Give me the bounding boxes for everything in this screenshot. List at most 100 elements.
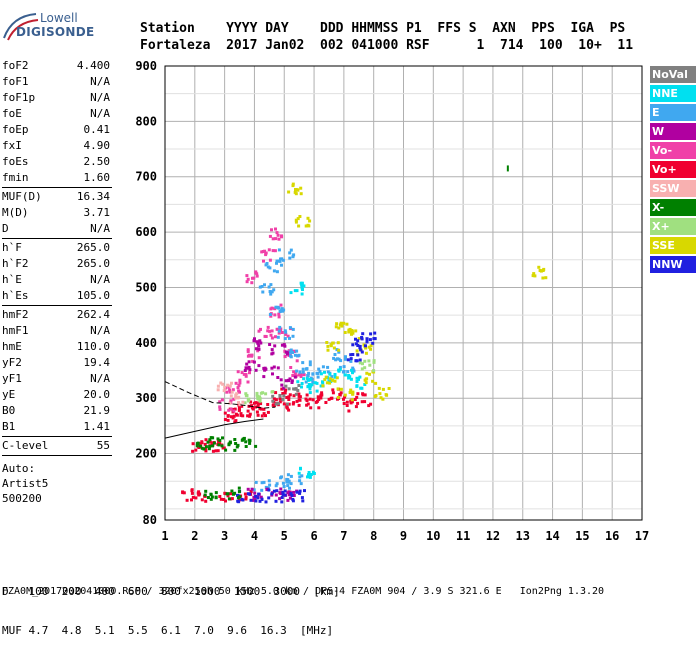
data-point-x- (225, 486, 242, 501)
x-tick-label: 16 (605, 529, 619, 543)
digisonde-logo: Lowell DIGISONDE (2, 8, 94, 42)
param-row-height: h`F2 265.0 (2, 256, 110, 272)
x-tick-label: 7 (340, 529, 347, 543)
muf-row: MUF 4.7 4.8 5.1 5.5 6.1 7.0 9.6 16.3 [MH… (2, 624, 334, 637)
param-group-profile: hmF2 262.4 hmF1 N/A hmE 110.0 yF2 19.4 yF1 N/A yE 2… (2, 307, 110, 435)
legend-item-nnw: NNW (650, 256, 696, 273)
param-label: fxI (2, 139, 22, 152)
data-point-w (279, 375, 297, 390)
chart-grid (164, 65, 643, 521)
outlier-point (506, 165, 509, 172)
data-point-nnw (289, 489, 306, 503)
param-row-profile: B0 21.9 (2, 403, 110, 419)
param-value: 20.0 (83, 388, 111, 401)
param-row-profile: hmF1 N/A (2, 323, 110, 339)
data-point-sse (373, 386, 391, 401)
param-row-height: h`F 265.0 (2, 240, 110, 256)
legend-item-x-: X+ (650, 218, 696, 235)
y-tick-label: 200 (135, 447, 157, 461)
param-label: h`F2 (2, 257, 29, 270)
param-value: 4.90 (83, 139, 111, 152)
param-value: 16.34 (76, 190, 110, 203)
param-group-muf: MUF(D) 16.34 M(D) 3.71 D N/A (2, 189, 110, 237)
param-row-muf: D N/A (2, 221, 110, 237)
legend-item-ssw: SSW (650, 180, 696, 197)
data-point-e (276, 248, 296, 263)
param-label: hmF1 (2, 324, 29, 337)
header-columns: Station YYYY DAY DDD HHMMSS P1 FFS S AXN… (140, 21, 626, 36)
y-tick-label: 600 (135, 225, 157, 239)
data-point-vo- (274, 387, 292, 402)
autoscaler-name: Artist5 (2, 477, 49, 490)
legend-item-w: W (650, 123, 696, 140)
header-values: Fortaleza 2017 Jan02 002 041000 RSF 1 71… (140, 38, 634, 53)
y-tick-label: 900 (135, 59, 157, 73)
logo-brand: Lowell (40, 11, 78, 25)
param-label: foEs (2, 155, 29, 168)
param-label: foE (2, 107, 22, 120)
param-value: 265.0 (76, 257, 110, 270)
data-point-sse (287, 182, 303, 196)
param-value: N/A (90, 273, 110, 286)
data-point-nnw (270, 489, 287, 504)
data-point-vo- (234, 370, 251, 385)
x-tick-label: 11 (456, 529, 470, 543)
param-label: B0 (2, 404, 16, 417)
y-tick-label: 300 (135, 391, 157, 405)
autoscaler-version: 500200 (2, 492, 42, 505)
y-tick-label: 400 (135, 336, 157, 350)
data-point-x- (224, 438, 240, 452)
param-value: 55 (96, 439, 110, 452)
autoscaler-label: Auto: (2, 462, 36, 475)
param-row-profile: hmF2 262.4 (2, 307, 110, 323)
param-row-critical: foEp 0.41 (2, 122, 110, 138)
param-label: yE (2, 388, 16, 401)
data-point-x- (255, 390, 275, 401)
data-point-e (285, 473, 304, 486)
divider (2, 305, 112, 306)
distance-row: D 100 200 400 600 800 1000 1500 3000 [km… (2, 585, 340, 598)
data-point-x- (358, 359, 376, 373)
ionogram-chart: 1 2 3 4 5 6 7 8 9 10 11 12 13 14 15 16 17 80200300400500… (135, 59, 649, 543)
param-row-profile: yF2 19.4 (2, 355, 110, 371)
param-value: 4.400 (76, 59, 110, 72)
data-point-sse (336, 387, 355, 402)
x-tick-label: 5 (281, 529, 288, 543)
param-label: foF1p (2, 91, 36, 104)
param-label: hmE (2, 340, 22, 353)
param-label: h`E (2, 273, 22, 286)
param-value: 0.41 (83, 123, 111, 136)
x-tick-label: 4 (251, 529, 258, 543)
data-point-nne (297, 466, 316, 479)
data-point-noval (271, 394, 289, 406)
param-label: foF1 (2, 75, 29, 88)
param-value: N/A (90, 324, 110, 337)
x-tick-label: 14 (545, 529, 559, 543)
legend-item-sse: SSE (650, 237, 696, 254)
param-value: 19.4 (83, 356, 111, 369)
data-point-e (258, 283, 276, 296)
y-tick-label: 500 (135, 280, 157, 294)
data-point-x- (208, 436, 224, 448)
data-point-w (270, 343, 290, 356)
param-row-profile: yF1 N/A (2, 371, 110, 387)
y-tick-label: 800 (135, 114, 157, 128)
logo-name: DIGISONDE (16, 25, 95, 39)
data-point-vo- (353, 392, 373, 408)
data-point-nne (349, 375, 367, 390)
param-label: foEp (2, 123, 29, 136)
param-row-critical: foF2 4.400 (2, 58, 110, 74)
param-value: N/A (90, 222, 110, 235)
param-label: yF2 (2, 356, 22, 369)
param-value: 21.9 (83, 404, 111, 417)
divider (2, 187, 112, 188)
data-point-vo- (317, 391, 334, 404)
data-point-sse (334, 321, 352, 332)
x-tick-label: 15 (575, 529, 589, 543)
data-point-nne (289, 281, 306, 296)
param-label: D (2, 222, 9, 235)
distance-label: D (2, 585, 9, 598)
param-value: N/A (90, 107, 110, 120)
x-tick-label: 1 (161, 529, 168, 543)
data-point-nne (319, 370, 337, 385)
